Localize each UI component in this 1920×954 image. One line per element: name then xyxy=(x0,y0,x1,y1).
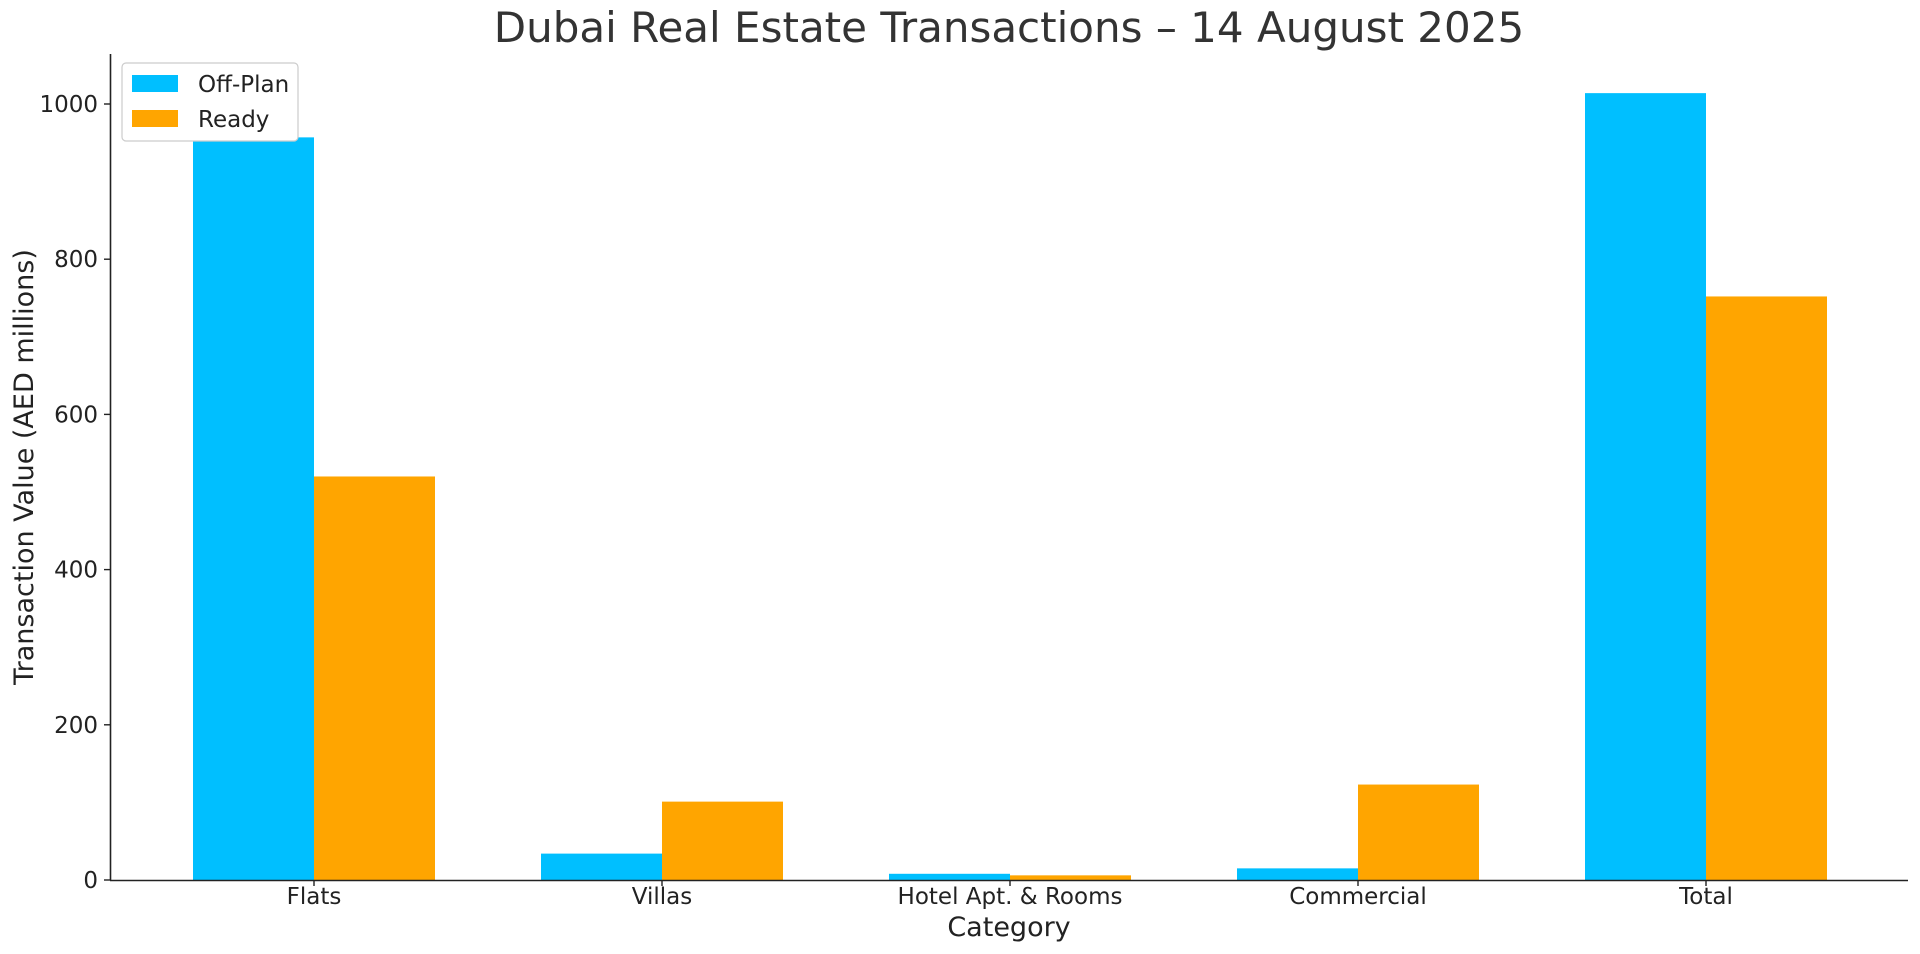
y-tick-label: 200 xyxy=(54,713,98,739)
x-tick-label: Total xyxy=(1678,884,1733,910)
y-tick-label: 600 xyxy=(54,402,98,428)
bars xyxy=(193,93,1827,881)
bar-ready-total xyxy=(1706,296,1827,880)
y-tick-label: 0 xyxy=(83,868,98,894)
y-tick-label: 400 xyxy=(54,558,98,584)
legend-label-off-plan: Off-Plan xyxy=(198,72,289,98)
y-tick-label: 1000 xyxy=(39,92,98,118)
bar-ready-hotel-apt-rooms xyxy=(1010,875,1131,880)
chart-title: Dubai Real Estate Transactions – 14 Augu… xyxy=(494,3,1524,52)
legend: Off-Plan Ready xyxy=(121,62,299,142)
legend-label-ready: Ready xyxy=(198,107,269,133)
x-tick-label: Villas xyxy=(632,884,692,910)
y-tick-label: 800 xyxy=(54,247,98,273)
legend-swatch-off-plan xyxy=(132,75,178,92)
y-axis-title: Transaction Value (AED millions) xyxy=(9,249,40,686)
x-ticks: Flats Villas Hotel Apt. & Rooms Commercial T… xyxy=(287,880,1733,910)
y-ticks: 0 200 400 600 800 1000 xyxy=(39,92,110,894)
x-axis-title: Category xyxy=(947,912,1070,943)
bar-ready-commercial xyxy=(1358,784,1479,880)
x-tick-label: Commercial xyxy=(1289,884,1427,910)
bar-off-plan-villas xyxy=(541,853,662,880)
x-tick-label: Hotel Apt. & Rooms xyxy=(898,884,1123,910)
bar-off-plan-total xyxy=(1585,93,1706,881)
bar-ready-flats xyxy=(314,476,435,880)
bar-ready-villas xyxy=(662,801,783,880)
x-tick-label: Flats xyxy=(287,884,342,910)
legend-swatch-ready xyxy=(132,110,178,127)
bar-off-plan-flats xyxy=(193,137,314,881)
bar-off-plan-hotel-apt-rooms xyxy=(889,873,1010,880)
bar-off-plan-commercial xyxy=(1237,868,1358,880)
